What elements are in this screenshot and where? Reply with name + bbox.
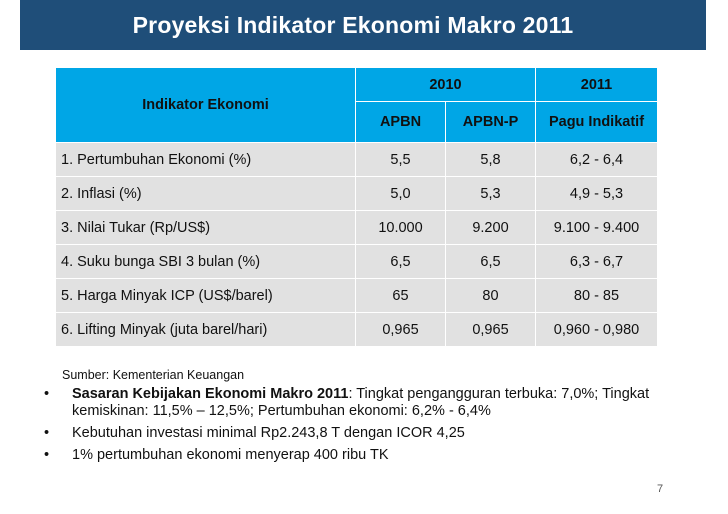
bullet-icon: • (44, 447, 50, 463)
page-title: Proyeksi Indikator Ekonomi Makro 2011 (132, 11, 574, 38)
row-label: 4. Suku bunga SBI 3 bulan (%) (55, 244, 356, 279)
table-row: 5. Harga Minyak ICP (US$/barel) 65 80 80… (55, 278, 658, 313)
source-note: Sumber: Kementerian Keuangan (62, 368, 245, 382)
bullet-item: • 1% pertumbuhan ekonomi menyerap 400 ri… (38, 447, 678, 464)
cell-pagu: 6,3 - 6,7 (535, 244, 658, 279)
table-row: 6. Lifting Minyak (juta barel/hari) 0,96… (55, 312, 658, 347)
cell-pagu: 80 - 85 (535, 278, 658, 313)
header-apbnp: APBN-P (445, 101, 536, 143)
bullet-text: 1% pertumbuhan ekonomi menyerap 400 ribu… (72, 447, 389, 463)
table-row: 1. Pertumbuhan Ekonomi (%) 5,5 5,8 6,2 -… (55, 142, 658, 177)
row-label: 5. Harga Minyak ICP (US$/barel) (55, 278, 356, 313)
header-2011: 2011 (535, 67, 658, 102)
bullet-text: : Tingkat pengangguran terbuka: 7,0%; Ti… (72, 386, 650, 419)
cell-apbn: 0,965 (355, 312, 446, 347)
row-label: 3. Nilai Tukar (Rp/US$) (55, 210, 356, 245)
bullet-icon: • (44, 386, 50, 402)
cell-apbnp: 9.200 (445, 210, 536, 245)
table-row: 4. Suku bunga SBI 3 bulan (%) 6,5 6,5 6,… (55, 244, 658, 279)
table-row: 3. Nilai Tukar (Rp/US$) 10.000 9.200 9.1… (55, 210, 658, 245)
bullet-list: • Sasaran Kebijakan Ekonomi Makro 2011: … (38, 386, 678, 469)
header-indicator: Indikator Ekonomi (55, 67, 356, 143)
cell-apbn: 6,5 (355, 244, 446, 279)
cell-pagu: 4,9 - 5,3 (535, 176, 658, 211)
page-number: 7 (657, 483, 664, 495)
bullet-item: • Sasaran Kebijakan Ekonomi Makro 2011: … (38, 386, 678, 420)
cell-apbnp: 80 (445, 278, 536, 313)
cell-pagu: 9.100 - 9.400 (535, 210, 658, 245)
cell-apbnp: 5,3 (445, 176, 536, 211)
cell-apbnp: 6,5 (445, 244, 536, 279)
title-bar: Proyeksi Indikator Ekonomi Makro 2011 (20, 0, 706, 50)
bullet-icon: • (44, 425, 50, 441)
cell-apbn: 65 (355, 278, 446, 313)
row-label: 6. Lifting Minyak (juta barel/hari) (55, 312, 356, 347)
row-label: 2. Inflasi (%) (55, 176, 356, 211)
table-row: 2. Inflasi (%) 5,0 5,3 4,9 - 5,3 (55, 176, 658, 211)
cell-pagu: 6,2 - 6,4 (535, 142, 658, 177)
cell-apbnp: 0,965 (445, 312, 536, 347)
cell-apbn: 5,5 (355, 142, 446, 177)
header-pagu-indikatif: Pagu Indikatif (535, 101, 658, 143)
bullet-item: • Kebutuhan investasi minimal Rp2.243,8 … (38, 425, 678, 442)
cell-apbnp: 5,8 (445, 142, 536, 177)
cell-apbn: 5,0 (355, 176, 446, 211)
header-2010: 2010 (355, 67, 536, 102)
header-apbn: APBN (355, 101, 446, 143)
indicator-table: Indikator Ekonomi 2010 2011 APBN APBN-P … (55, 67, 658, 347)
row-label: 1. Pertumbuhan Ekonomi (%) (55, 142, 356, 177)
cell-pagu: 0,960 - 0,980 (535, 312, 658, 347)
bullet-bold-text: Sasaran Kebijakan Ekonomi Makro 2011 (72, 386, 349, 402)
cell-apbn: 10.000 (355, 210, 446, 245)
bullet-text: Kebutuhan investasi minimal Rp2.243,8 T … (72, 425, 465, 441)
